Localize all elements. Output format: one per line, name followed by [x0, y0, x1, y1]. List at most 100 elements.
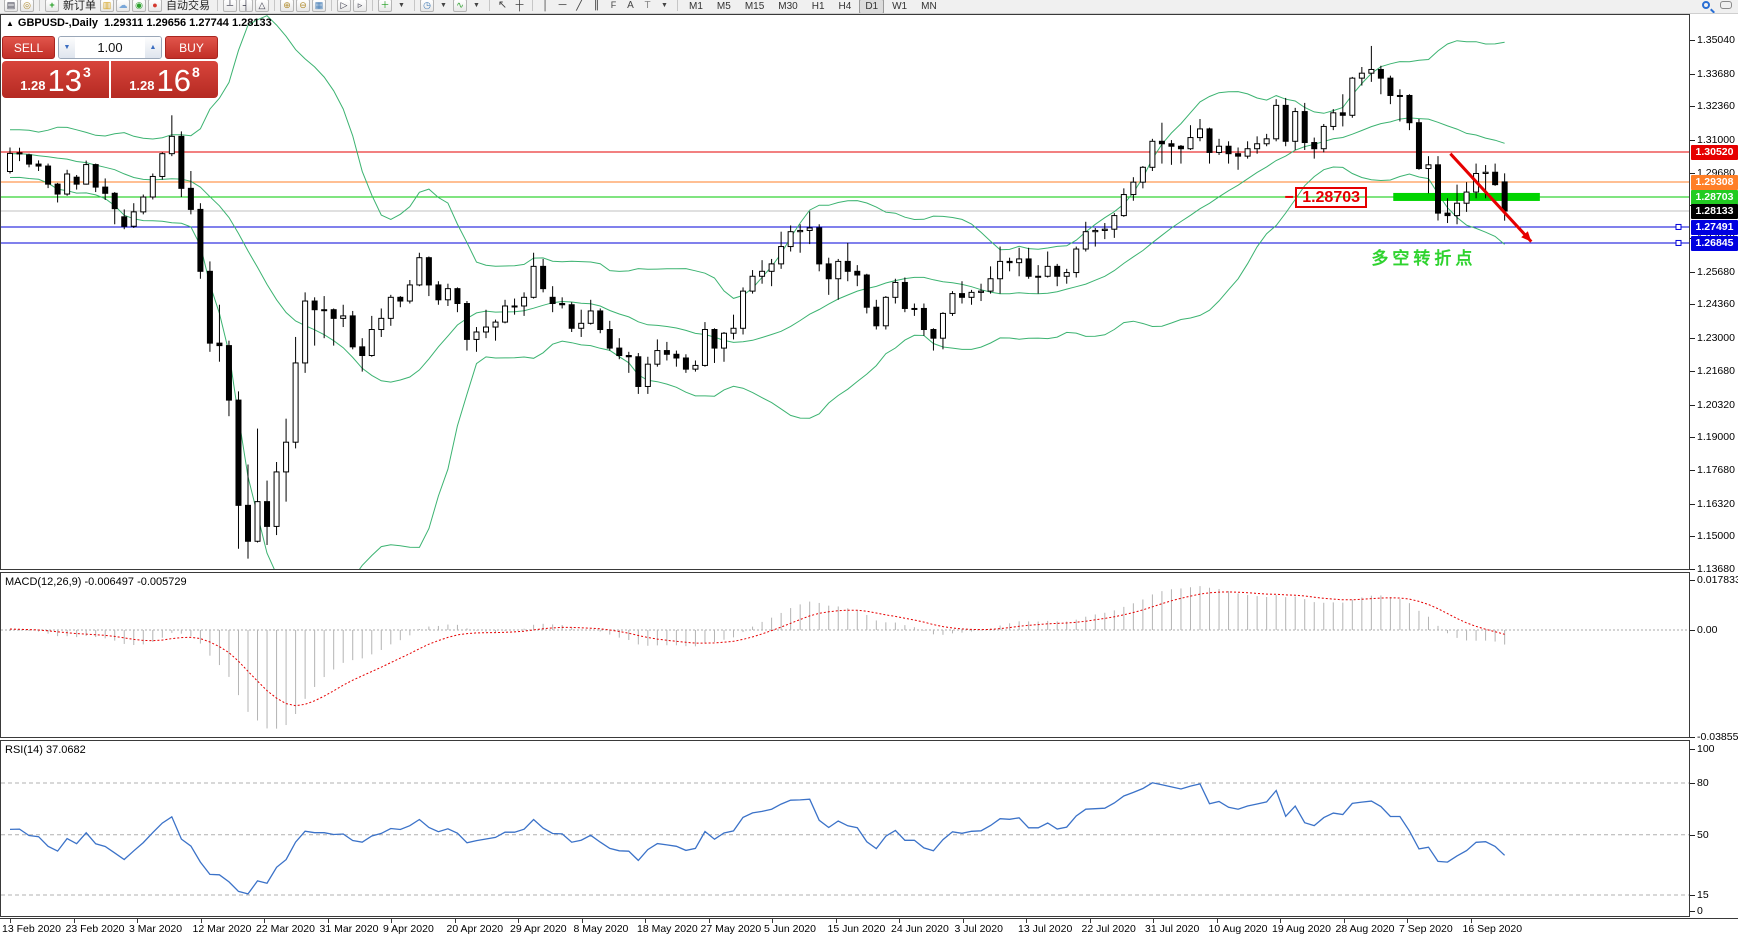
- date-label: 22 Mar 2020: [256, 923, 315, 935]
- bid-quote[interactable]: 1.28 13 3: [2, 61, 109, 98]
- chart-window-icon[interactable]: ▤: [4, 0, 18, 12]
- date-label: 16 Sep 2020: [1462, 923, 1523, 935]
- text-label-icon[interactable]: T: [644, 0, 651, 11]
- scale-tick-mark: [1690, 503, 1695, 505]
- tester-icon[interactable]: ▷: [337, 0, 351, 12]
- date-tick-mark: [518, 919, 519, 923]
- add-chart-icon[interactable]: ＋: [378, 0, 392, 12]
- one-click-trading-widget: SELL ▼ ▲ BUY 1.28 13 3 1.28 16 8: [2, 36, 218, 98]
- date-tick-mark: [708, 919, 710, 923]
- toolbar-separator: [677, 0, 678, 11]
- zoom-out-icon[interactable]: ⊖: [296, 0, 310, 12]
- scale-tick-mark: [1690, 172, 1695, 174]
- price-annotation-box[interactable]: 1.28703: [1295, 186, 1368, 208]
- timeframe-MN[interactable]: MN: [921, 1, 937, 12]
- rsi-pane[interactable]: [0, 740, 1690, 917]
- signals-icon[interactable]: ◉: [132, 0, 146, 12]
- date-tick-mark: [10, 919, 11, 923]
- zoom-in-icon[interactable]: ⊕: [280, 0, 294, 12]
- scale-tick-mark: [1690, 783, 1695, 784]
- volume-increase-button[interactable]: ▲: [145, 37, 161, 58]
- scale-tick-label: 1.35040: [1697, 34, 1735, 46]
- rsi-value: 37.0682: [45, 744, 86, 756]
- date-label: 8 May 2020: [573, 923, 629, 935]
- scale-tick-label: 1.19000: [1697, 431, 1735, 444]
- channel-icon[interactable]: ∥: [593, 0, 600, 11]
- date-tick-mark: [1153, 919, 1154, 923]
- dropdown-arrow-icon[interactable]: ▼: [398, 1, 405, 9]
- search-icon[interactable]: [1702, 1, 1710, 9]
- main-price-pane[interactable]: [0, 14, 1690, 570]
- date-tick-mark: [73, 919, 75, 923]
- trendline-icon[interactable]: ╱: [576, 0, 583, 11]
- macd-pane[interactable]: [0, 572, 1690, 738]
- sell-button[interactable]: SELL: [2, 36, 55, 59]
- text-icon[interactable]: A: [627, 0, 634, 11]
- ohlc-values: 1.29311 1.29656 1.27744 1.28133: [104, 17, 272, 29]
- scale-tick-label: 1.17680: [1697, 463, 1735, 476]
- clock-icon[interactable]: ◷: [420, 0, 434, 12]
- scale-tick-mark: [1690, 568, 1695, 570]
- vertical-line-icon[interactable]: │: [542, 0, 549, 11]
- date-label: 18 May 2020: [637, 923, 698, 935]
- tile-windows-icon[interactable]: ▦: [312, 0, 326, 12]
- volume-decrease-button[interactable]: ▼: [59, 37, 75, 58]
- fibonacci-icon[interactable]: F: [610, 0, 617, 10]
- date-tick-mark: [899, 919, 900, 923]
- zoom-window-icon[interactable]: ◎: [20, 0, 34, 12]
- horizontal-line-icon[interactable]: ─: [558, 0, 567, 11]
- scale-tick-mark: [1690, 834, 1695, 836]
- volume-spinner: ▼ ▲: [58, 36, 162, 59]
- volume-input[interactable]: [75, 37, 145, 58]
- scale-tick-label: 15: [1697, 889, 1709, 901]
- scale-tick-mark: [1690, 73, 1695, 75]
- timeframe-M5[interactable]: M5: [716, 1, 731, 12]
- timeframe-H4[interactable]: H4: [838, 1, 852, 12]
- chat-icon[interactable]: [1720, 1, 1732, 9]
- turning-point-text[interactable]: 多空转折点: [1371, 248, 1477, 268]
- toolbar-separator: [372, 0, 373, 11]
- price-scale: 1.350401.336801.323601.310001.296801.283…: [1690, 14, 1738, 918]
- scale-tick-mark: [1690, 338, 1695, 340]
- date-tick-mark: [581, 919, 583, 923]
- scale-tick-label: 1.32360: [1697, 100, 1735, 113]
- collapse-triangle-icon[interactable]: ▲: [6, 19, 14, 28]
- crosshair-icon[interactable]: ┼: [515, 0, 524, 11]
- scale-tick-mark: [1690, 404, 1695, 406]
- date-tick-mark: [391, 919, 392, 923]
- toolbar-separator: [331, 0, 332, 11]
- ask-quote[interactable]: 1.28 16 8: [111, 61, 218, 98]
- date-tick-mark: [1026, 919, 1027, 923]
- date-label: 5 Jun 2020: [764, 923, 816, 935]
- auto-scroll-icon[interactable]: ┴: [223, 0, 237, 12]
- timeframe-M15[interactable]: M15: [744, 1, 765, 12]
- dropdown-arrow-icon[interactable]: ▼: [440, 1, 447, 9]
- autotrading-icon[interactable]: ●: [148, 0, 162, 12]
- data-window-icon[interactable]: ▥: [100, 0, 114, 12]
- date-label: 23 Feb 2020: [65, 923, 125, 935]
- scale-tick-label: 1.25680: [1697, 265, 1735, 278]
- new-order-label[interactable]: 新订单: [63, 0, 96, 12]
- autotrading-label[interactable]: 自动交易: [166, 0, 210, 12]
- date-label: 13 Jul 2020: [1018, 923, 1073, 935]
- buy-button[interactable]: BUY: [165, 36, 218, 59]
- timeframe-M1[interactable]: M1: [689, 1, 703, 12]
- timeframe-D1[interactable]: D1: [859, 0, 885, 13]
- chart-shift-icon[interactable]: ┤: [239, 0, 253, 12]
- indicators-icon[interactable]: ∿: [453, 0, 467, 12]
- price-level-tag: 1.28133: [1691, 204, 1738, 220]
- terminal-icon[interactable]: ☁: [116, 0, 130, 12]
- cursor-icon[interactable]: ↖: [497, 0, 508, 11]
- chart-profile-icon[interactable]: △: [255, 0, 269, 12]
- new-order-icon[interactable]: +: [45, 0, 59, 12]
- step-icon[interactable]: ▹: [353, 0, 367, 12]
- timeframe-M30[interactable]: M30: [778, 1, 798, 12]
- toolbar-separator: [39, 0, 40, 11]
- dropdown-arrow-icon[interactable]: ▼: [473, 1, 480, 9]
- toolbar-separator: [532, 0, 533, 11]
- timeframe-W1[interactable]: W1: [892, 1, 908, 12]
- shapes-icon[interactable]: ▼: [661, 1, 668, 9]
- timeframe-H1[interactable]: H1: [811, 1, 825, 12]
- date-label: 27 May 2020: [700, 923, 762, 935]
